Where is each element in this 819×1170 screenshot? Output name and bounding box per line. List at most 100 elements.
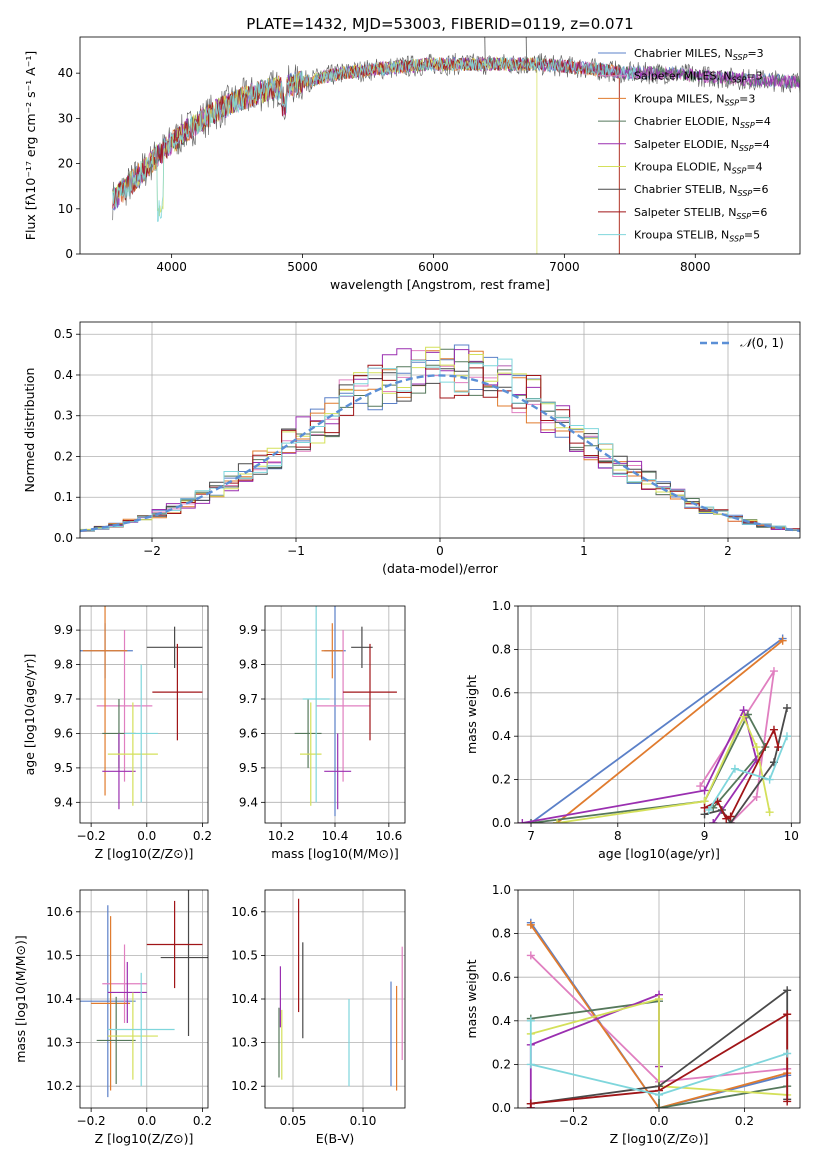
axes-frame xyxy=(79,36,801,255)
weight-marker xyxy=(526,920,535,929)
weight-marker xyxy=(783,1010,792,1019)
y-tick-label: 0.6 xyxy=(492,970,511,984)
spectrum-plot: 4000 5000 6000 7000 8000 0 10 20 30 40 wavelength … xyxy=(23,36,801,292)
y-tick-label: 9.6 xyxy=(54,726,73,740)
x-tick-label: 7000 xyxy=(549,260,580,274)
weight-line xyxy=(530,997,788,1096)
y-tick-label: 0.0 xyxy=(492,1101,511,1115)
y-tick-label: 0.4 xyxy=(54,368,73,382)
emission-spike xyxy=(525,37,528,74)
x-tick-label: 7 xyxy=(527,829,535,843)
y-tick-label: 0.0 xyxy=(54,531,73,545)
y-tick-label: 1.0 xyxy=(492,883,511,897)
y-tick-label: 10.6 xyxy=(231,905,258,919)
legend-entry: Salpeter MILES, NSSP=3 xyxy=(634,70,763,85)
weight-marker xyxy=(783,1097,792,1106)
weight-marker xyxy=(526,1016,535,1025)
y-tick-label: 9.9 xyxy=(54,623,73,637)
weight-marker xyxy=(782,703,791,712)
plot-area xyxy=(80,606,203,810)
x-tick-label: 8000 xyxy=(680,260,711,274)
weight-line xyxy=(556,639,784,823)
x-tick-label: 8 xyxy=(614,829,622,843)
x-axis-label: wavelength [Angstrom, rest frame] xyxy=(330,277,550,292)
plot-area xyxy=(526,918,792,1108)
mass-weight-vs-metallicity-plot: −0.2 0.0 0.2 0.0 0.2 0.4 0.6 0.8 1.0 Z [log10(Z/Z… xyxy=(464,883,801,1146)
x-tick-label: 0.2 xyxy=(193,829,212,843)
y-tick-label: 10.4 xyxy=(46,992,73,1006)
weight-marker xyxy=(526,1060,535,1069)
legend-entry: Chabrier MILES, NSSP=3 xyxy=(634,47,764,62)
plot-area xyxy=(80,344,800,534)
y-tick-label: 0.5 xyxy=(54,327,73,341)
weight-marker xyxy=(783,986,792,995)
y-tick-label: 40 xyxy=(58,66,73,80)
x-tick-label: 0.2 xyxy=(735,1114,754,1128)
plot-area xyxy=(294,606,397,817)
x-tick-label: −2 xyxy=(143,544,161,558)
x-tick-label: 9 xyxy=(701,829,709,843)
y-tick-label: 9.9 xyxy=(239,623,258,637)
y-tick-label: 0 xyxy=(65,247,73,261)
residuals-plot: −2 −1 0 1 2 0.0 0.1 0.2 0.3 0.4 0.5 (data-model)/er… xyxy=(22,321,801,576)
weight-marker xyxy=(765,775,774,784)
x-tick-label: 0.05 xyxy=(280,1114,307,1128)
axes-frame xyxy=(79,321,801,539)
weight-line xyxy=(708,735,788,811)
weight-marker xyxy=(709,819,718,823)
y-tick-label: 30 xyxy=(58,111,73,125)
normal-curve xyxy=(80,374,800,533)
weight-marker xyxy=(518,819,527,823)
weight-marker xyxy=(553,819,562,823)
x-tick-label: 0.0 xyxy=(137,1114,156,1128)
y-tick-label: 0.3 xyxy=(54,409,73,423)
y-tick-label: 0.8 xyxy=(492,642,511,656)
weight-marker xyxy=(726,812,735,821)
figure-title: PLATE=1432, MJD=53003, FIBERID=0119, z=0… xyxy=(246,15,633,33)
y-tick-label: 9.6 xyxy=(239,726,258,740)
legend-entry: Chabrier STELIB, NSSP=6 xyxy=(634,183,768,198)
y-tick-label: 9.5 xyxy=(239,761,258,775)
y-axis-label: mass weight xyxy=(464,675,479,754)
y-tick-label: 9.4 xyxy=(54,795,73,809)
y-tick-label: 0.2 xyxy=(492,773,511,787)
legend-entry: 𝒩(0, 1) xyxy=(740,336,784,350)
weight-line xyxy=(530,637,784,823)
x-tick-label: 10 xyxy=(784,829,799,843)
x-tick-label: 10.2 xyxy=(268,829,295,843)
x-axis-label: Z [log10(Z/Z⊙)] xyxy=(610,1131,709,1146)
x-axis-label: E(B-V) xyxy=(316,1131,355,1146)
x-axis-label: Z [log10(Z/Z⊙)] xyxy=(95,846,194,861)
x-tick-label: 5000 xyxy=(287,260,318,274)
mass-vs-metallicity-plot: −0.2 0.0 0.2 10.2 10.3 10.4 10.5 10.6 Z [log10(Z… xyxy=(13,889,212,1146)
weight-marker xyxy=(700,786,709,795)
y-tick-label: 10.2 xyxy=(231,1079,258,1093)
y-tick-label: 0.4 xyxy=(492,729,511,743)
axes-frame xyxy=(79,605,209,824)
legend: 𝒩(0, 1) xyxy=(700,336,784,350)
y-tick-label: 10 xyxy=(58,202,73,216)
weight-marker xyxy=(655,995,663,1003)
x-tick-label: 0.0 xyxy=(137,829,156,843)
weight-marker xyxy=(700,803,709,812)
y-tick-label: 0.1 xyxy=(54,490,73,504)
x-tick-label: 1 xyxy=(580,544,588,558)
axes-frame xyxy=(517,605,801,824)
x-tick-label: 0.2 xyxy=(193,1114,212,1128)
legend: Chabrier MILES, NSSP=3 Salpeter MILES, NS… xyxy=(598,47,771,244)
spectrum-line xyxy=(112,56,538,254)
x-tick-label: 10.4 xyxy=(322,829,349,843)
weight-marker xyxy=(722,814,731,823)
spectrum-line xyxy=(112,57,637,222)
plot-area xyxy=(80,890,208,1098)
weight-marker xyxy=(778,636,787,645)
weight-marker xyxy=(739,712,748,721)
x-tick-label: 6000 xyxy=(418,260,449,274)
x-axis-label: mass [log10(M/M⊙)] xyxy=(271,846,399,861)
weight-marker xyxy=(696,782,705,791)
x-tick-label: −1 xyxy=(287,544,305,558)
plot-area xyxy=(518,634,791,823)
emission-spike xyxy=(484,37,486,60)
age-vs-mass-plot: 10.2 10.4 10.6 9.4 9.5 9.6 9.7 9.8 9.9 mass [log1… xyxy=(239,605,406,861)
mass-weight-vs-age-plot: 7 8 9 10 0.0 0.2 0.4 0.6 0.8 1.0 age [log10(age/yr… xyxy=(464,599,801,861)
